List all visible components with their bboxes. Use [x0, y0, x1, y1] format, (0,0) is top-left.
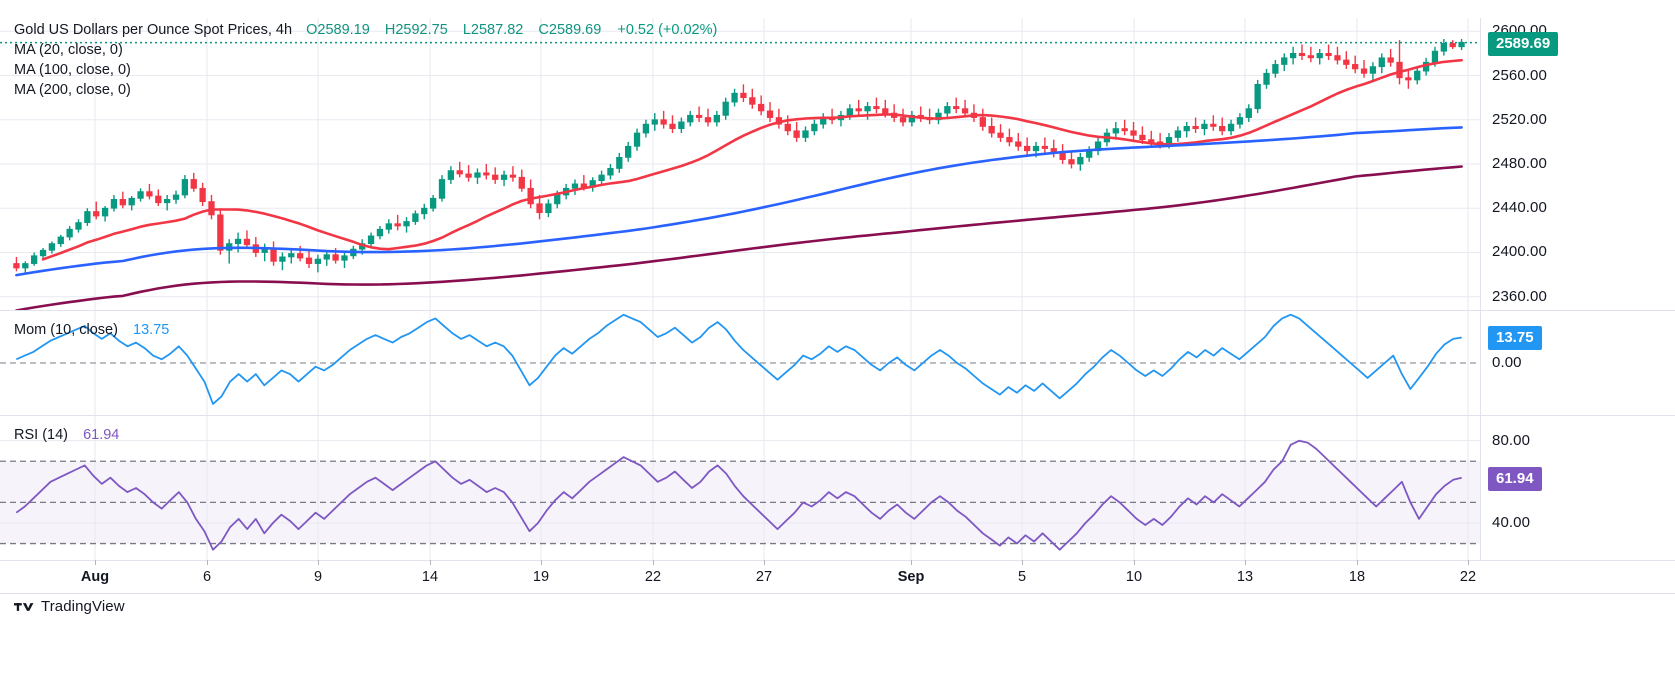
date-axis-tick: 27	[755, 569, 773, 585]
date-axis-tick: 22	[644, 569, 662, 585]
panel-divider-rsi	[0, 415, 1675, 416]
price-axis-divider	[1480, 18, 1481, 560]
price-axis-tick: 2440.00	[1492, 199, 1547, 217]
rsi-value-badge[interactable]: 61.94	[1488, 466, 1542, 491]
current-price-badge[interactable]: 2589.69	[1488, 31, 1559, 56]
date-axis-tick: Sep	[897, 569, 925, 585]
price-axis-tick: 2400.00	[1492, 243, 1547, 261]
date-axis-tickmark	[1245, 560, 1246, 565]
price-axis[interactable]	[0, 18, 195, 310]
date-axis-tickmark	[207, 560, 208, 565]
momentum-panel[interactable]	[0, 311, 1675, 415]
date-axis-tickmark	[1357, 560, 1358, 565]
rsi-axis-tick: 40.00	[1492, 513, 1531, 531]
date-axis-tickmark	[1468, 560, 1469, 565]
date-axis-tickmark	[95, 560, 96, 565]
date-axis-tick: 13	[1236, 569, 1254, 585]
date-axis-tick: 19	[532, 569, 550, 585]
date-axis-tickmark	[541, 560, 542, 565]
date-axis-tick: 6	[202, 569, 212, 585]
date-axis-tickmark	[1134, 560, 1135, 565]
date-axis-tickmark	[1022, 560, 1023, 565]
date-axis-tickmark	[911, 560, 912, 565]
date-axis-tick: 5	[1017, 569, 1027, 585]
date-axis-tickmark	[318, 560, 319, 565]
price-axis-tick: 2560.00	[1492, 66, 1547, 84]
price-chart-panel[interactable]	[0, 18, 1675, 310]
tradingview-footer[interactable]: TradingView	[14, 598, 125, 615]
tradingview-logo-icon	[14, 602, 34, 611]
date-axis-tick: 10	[1125, 569, 1143, 585]
date-axis-tick: 22	[1459, 569, 1477, 585]
rsi-panel[interactable]	[0, 416, 1675, 560]
momentum-plot[interactable]	[0, 311, 1480, 415]
rsi-plot[interactable]	[0, 416, 1480, 560]
date-axis-tickmark	[430, 560, 431, 565]
date-axis-tickmark	[653, 560, 654, 565]
panel-divider-mom	[0, 310, 1675, 311]
momentum-value-badge[interactable]: 13.75	[1488, 326, 1542, 351]
price-plot[interactable]	[0, 18, 1480, 310]
price-axis-tick: 2360.00	[1492, 287, 1547, 305]
momentum-axis-tick: 0.00	[1492, 354, 1522, 371]
price-axis-tick: 2480.00	[1492, 155, 1547, 172]
xaxis-top-divider	[0, 560, 1675, 561]
date-axis-tick: Aug	[80, 569, 110, 585]
date-axis-tick: 18	[1348, 569, 1366, 585]
date-axis-tick: 14	[421, 569, 439, 585]
tradingview-brand: TradingView	[41, 598, 125, 615]
date-axis-tick: 9	[313, 569, 323, 585]
xaxis-bottom-divider	[0, 593, 1675, 594]
date-axis[interactable]: Aug 6 9 14 19 22 27 Sep 5 10 13 18 22	[0, 560, 1675, 593]
price-axis-tick: 2520.00	[1492, 110, 1547, 128]
rsi-axis-tick: 80.00	[1492, 431, 1531, 449]
date-axis-tickmark	[764, 560, 765, 565]
